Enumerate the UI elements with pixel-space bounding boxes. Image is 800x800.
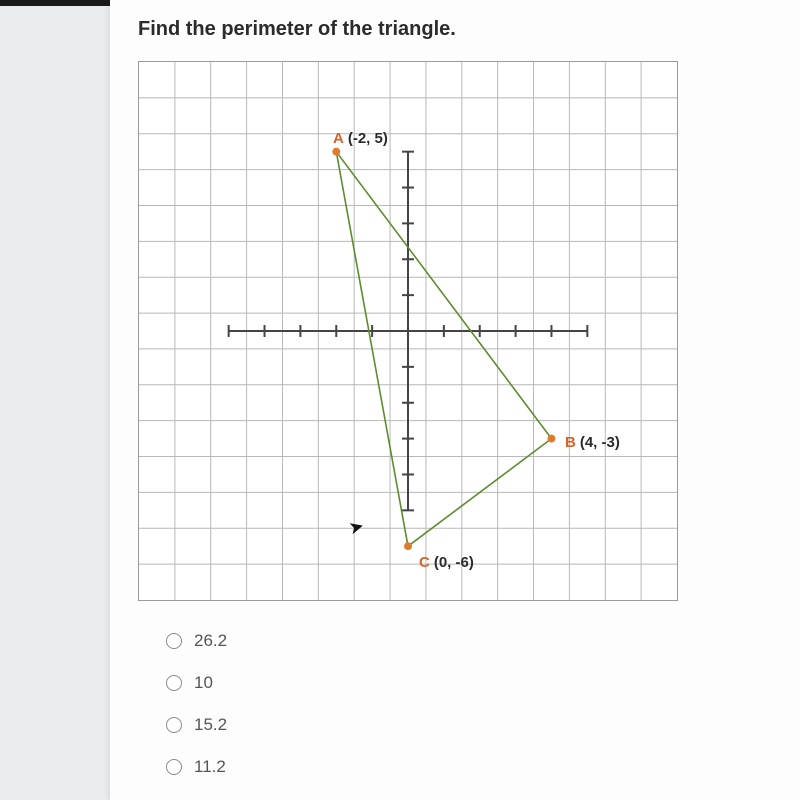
- radio-icon[interactable]: [166, 675, 182, 691]
- option-label: 11.2: [194, 757, 226, 777]
- point-coords: (-2, 5): [348, 130, 388, 147]
- answer-option[interactable]: 15.2: [166, 715, 772, 735]
- radio-icon[interactable]: [166, 717, 182, 733]
- point-coords: (0, -6): [434, 554, 474, 571]
- option-label: 10: [194, 673, 213, 693]
- answer-option[interactable]: 10: [166, 673, 772, 693]
- answer-options: 26.2 10 15.2 11.2: [166, 631, 772, 777]
- graph-svg: [139, 62, 677, 600]
- option-label: 15.2: [194, 715, 227, 735]
- point-coords: (4, -3): [580, 434, 620, 451]
- radio-icon[interactable]: [166, 633, 182, 649]
- point-letter: A: [333, 130, 344, 147]
- radio-icon[interactable]: [166, 759, 182, 775]
- answer-option[interactable]: 11.2: [166, 757, 772, 777]
- answer-option[interactable]: 26.2: [166, 631, 772, 651]
- option-label: 26.2: [194, 631, 227, 651]
- question-text: Find the perimeter of the triangle.: [138, 18, 772, 41]
- point-label-A: A(-2, 5): [333, 130, 388, 147]
- point-label-B: B(4, -3): [565, 434, 620, 451]
- point-letter: C: [419, 554, 430, 571]
- worksheet-page: Find the perimeter of the triangle. A(-2…: [110, 0, 800, 800]
- point-label-C: C(0, -6): [419, 554, 474, 571]
- coordinate-graph: A(-2, 5)B(4, -3)C(0, -6) ➤: [138, 61, 678, 601]
- left-margin: [0, 6, 110, 800]
- point-letter: B: [565, 434, 576, 451]
